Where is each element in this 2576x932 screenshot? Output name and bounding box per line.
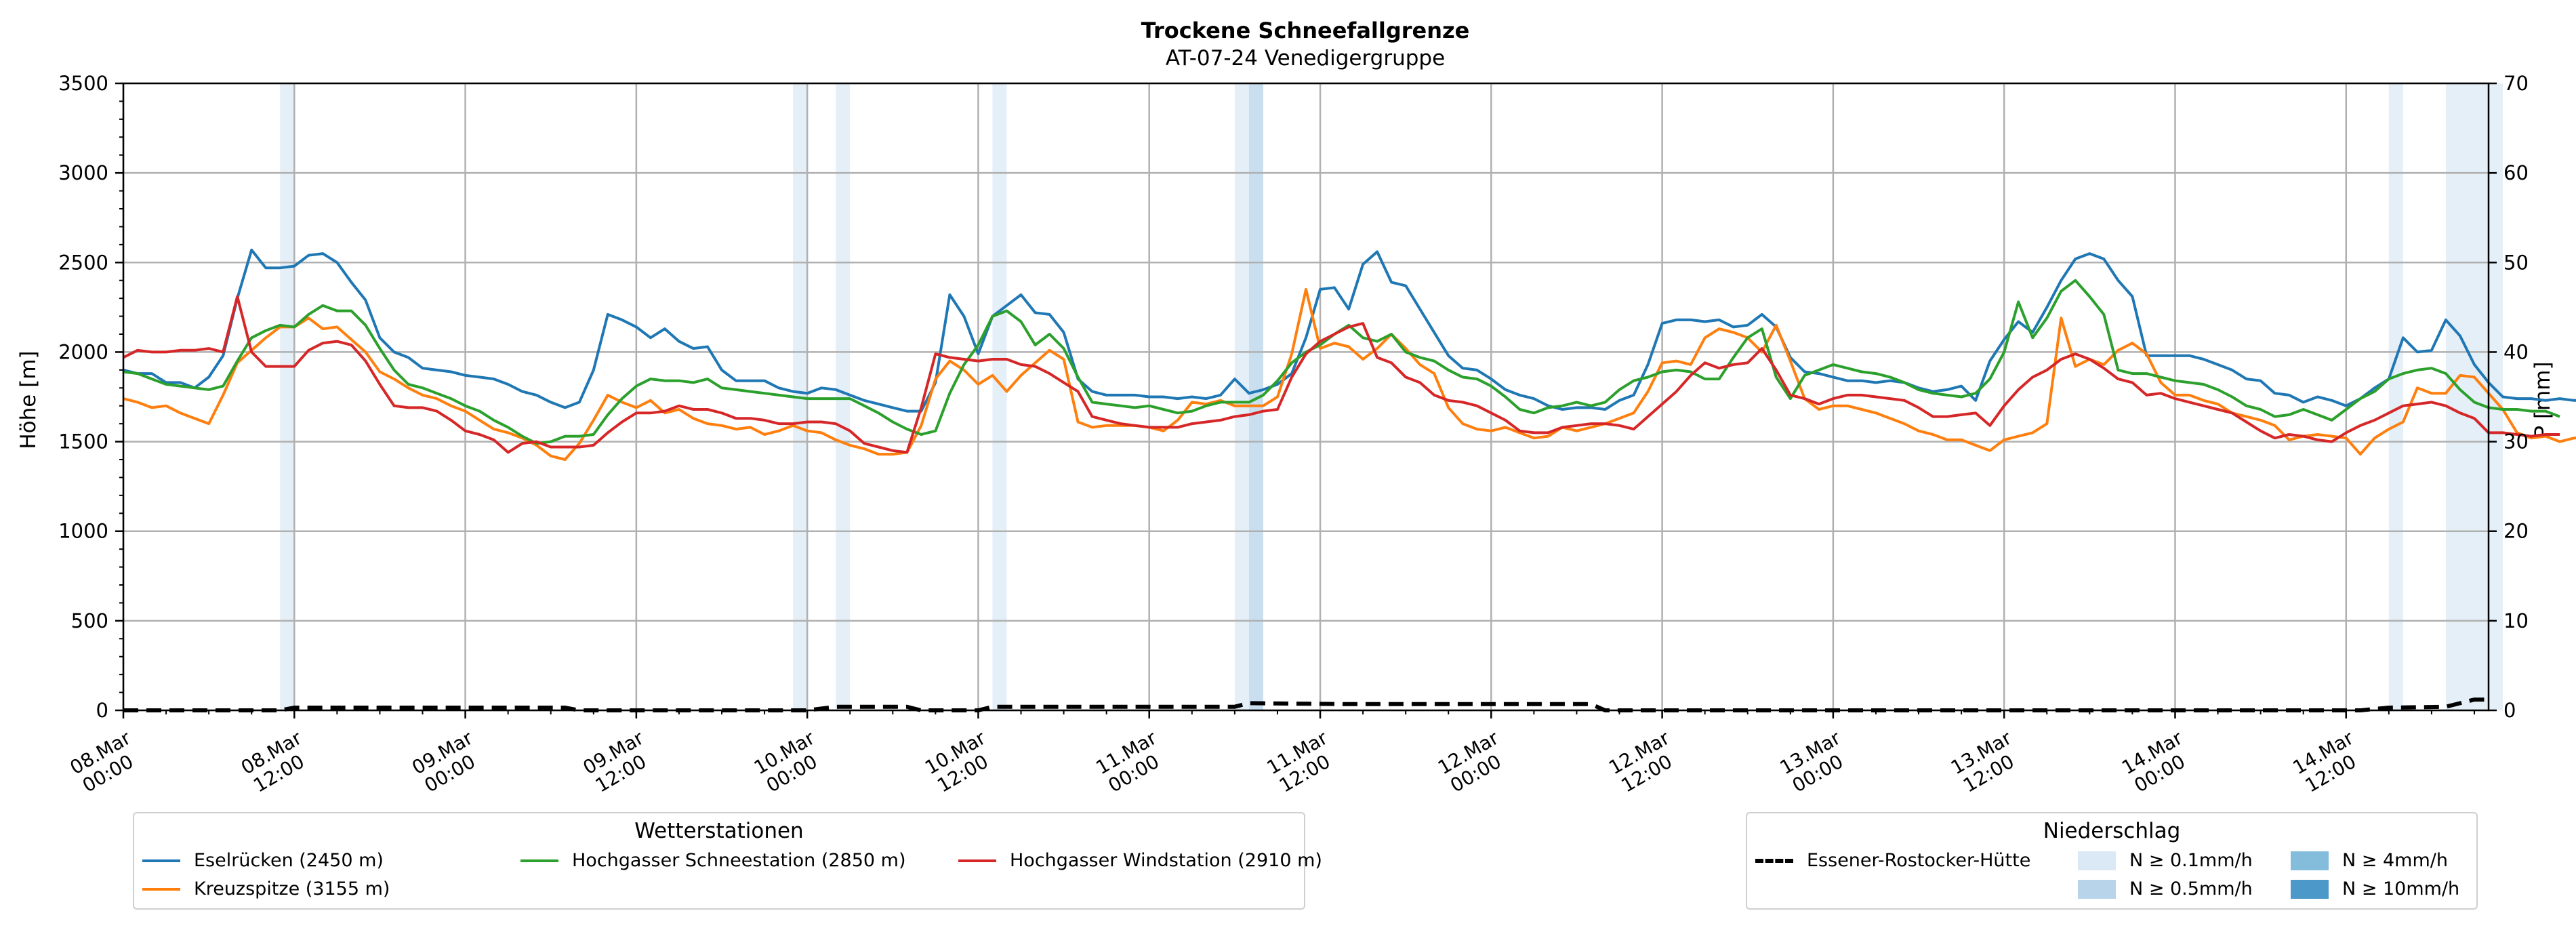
precip-line	[123, 697, 2489, 712]
precipitation-bands	[280, 83, 2503, 710]
y-tick-label-right-5: 50	[2503, 251, 2529, 274]
legend-entry-precip-level-3: N ≥ 4mm/h	[2291, 850, 2448, 871]
legend-line-windstation	[958, 859, 996, 862]
y-tick-label-right-7: 70	[2503, 72, 2529, 95]
y-tick-label-left-4: 2000	[58, 340, 108, 363]
legend-label-precip-level-3: N ≥ 4mm/h	[2342, 850, 2448, 871]
precip-band-4	[1234, 83, 1249, 710]
precip-band-6	[2388, 83, 2403, 710]
chart-subtitle: AT-07-24 Venedigergruppe	[1166, 46, 1445, 70]
legend-entry-eselruecken: Eselrücken (2450 m)	[142, 850, 384, 871]
y-tick-label-right-0: 0	[2503, 699, 2516, 722]
legend-label-precip-level-1: N ≥ 0.1mm/h	[2129, 850, 2253, 871]
y-tick-label-left-0: 0	[96, 699, 108, 722]
series-line-2	[123, 279, 2560, 445]
legend-swatch-precip-level-1	[2078, 851, 2116, 870]
legend-swatch-precip-level-3	[2291, 851, 2329, 870]
legend-entry-essener-rostocker-huette: Essener-Rostocker-Hütte	[1755, 850, 2030, 871]
y-tick-label-left-5: 2500	[58, 251, 108, 274]
legend-entry-precip-level-1: N ≥ 0.1mm/h	[2078, 850, 2253, 871]
y-ticks-right: 0 10 20 30 40 50 60 70	[2489, 72, 2529, 722]
y-tick-label-left-6: 3000	[58, 161, 108, 184]
legend-label-essener-rostocker-huette: Essener-Rostocker-Hütte	[1807, 850, 2031, 871]
y-tick-label-right-2: 20	[2503, 520, 2529, 543]
legend-swatch-precip-level-4	[2291, 879, 2329, 899]
legend-swatch-precip-level-2	[2078, 879, 2116, 899]
legend-stations-title: Wetterstationen	[634, 819, 804, 843]
legend-entry-precip-level-2: N ≥ 0.5mm/h	[2078, 878, 2253, 899]
legend-precipitation: Niederschlag Essener-Rostocker-Hütte N ≥…	[1746, 812, 2478, 910]
y-tick-label-left-2: 1000	[58, 520, 108, 543]
legend-line-eselruecken	[142, 859, 180, 862]
legend-precip-title: Niederschlag	[2043, 819, 2181, 843]
series-line-3	[123, 295, 2560, 454]
y-tick-label-right-1: 10	[2503, 609, 2529, 632]
y-ticks-left: 0 500 1000 1500 2000 2500 3000 3500	[58, 72, 123, 722]
y-tick-label-right-6: 60	[2503, 161, 2529, 184]
legend-stations: Wetterstationen Eselrücken (2450 m) Kreu…	[133, 812, 1322, 910]
legend-line-schneestation	[520, 859, 558, 862]
y-tick-label-left-1: 500	[71, 609, 108, 632]
y-tick-label-left-3: 1500	[58, 430, 108, 453]
y-tick-label-left-7: 3500	[58, 72, 108, 95]
legend-entry-windstation: Hochgasser Windstation (2910 m)	[958, 850, 1322, 871]
plot-frame	[122, 82, 2490, 712]
legend-label-windstation: Hochgasser Windstation (2910 m)	[1010, 850, 1322, 871]
legend-line-essener-rostocker-huette	[1755, 858, 1793, 863]
precip-band-0	[280, 83, 295, 710]
legend-entry-precip-level-4: N ≥ 10mm/h	[2291, 878, 2459, 899]
precip-band-7	[2445, 83, 2503, 710]
y-tick-label-right-3: 30	[2503, 430, 2529, 453]
series-line-1	[123, 287, 2576, 461]
precip-band-2	[836, 83, 851, 710]
y-axis-label-left: Höhe [m]	[16, 350, 41, 449]
precip-band-3	[992, 83, 1007, 710]
precip-band-5	[1248, 83, 1263, 710]
y-tick-label-right-4: 40	[2503, 340, 2529, 363]
legend-entry-kreuzspitze: Kreuzspitze (3155 m)	[142, 878, 390, 899]
grid	[122, 82, 2489, 712]
legend-label-schneestation: Hochgasser Schneestation (2850 m)	[572, 850, 906, 871]
legend-label-eselruecken: Eselrücken (2450 m)	[194, 850, 384, 871]
legend-label-precip-level-4: N ≥ 10mm/h	[2342, 878, 2460, 899]
precipitation-line	[123, 697, 2489, 712]
chart-title: Trockene Schneefallgrenze	[1141, 18, 1470, 43]
series-line-0	[123, 248, 2576, 413]
legend-entry-schneestation: Hochgasser Schneestation (2850 m)	[520, 850, 906, 871]
series-lines	[123, 248, 2576, 461]
legend-label-kreuzspitze: Kreuzspitze (3155 m)	[194, 878, 390, 899]
legend-line-kreuzspitze	[142, 887, 180, 891]
legend-label-precip-level-2: N ≥ 0.5mm/h	[2129, 878, 2253, 899]
